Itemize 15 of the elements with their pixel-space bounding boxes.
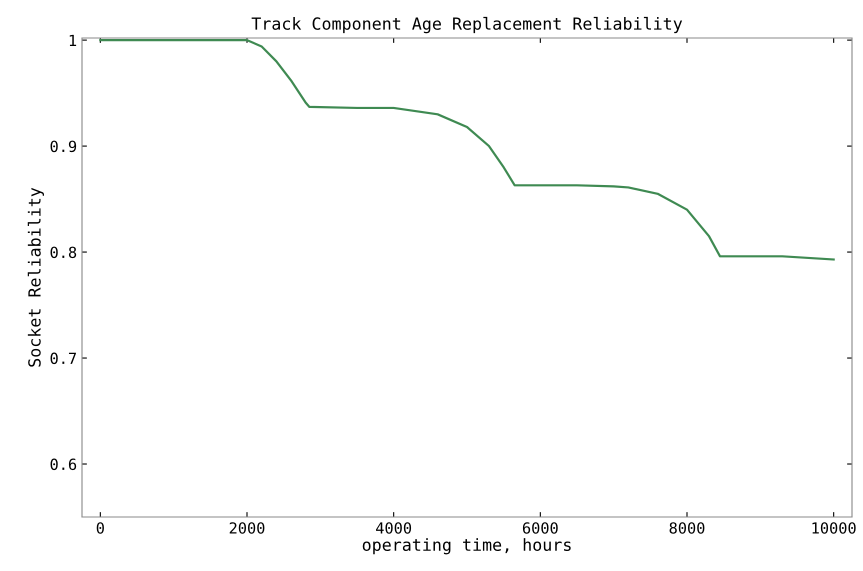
y-tick-label: 0.6 bbox=[50, 458, 76, 470]
x-axis-title: operating time, hours bbox=[362, 538, 571, 554]
y-tick-label: 1 bbox=[70, 34, 76, 46]
line-series bbox=[99, 39, 835, 261]
y-axis-title: Socket Reliability bbox=[28, 188, 44, 367]
chart-title: Track Component Age Replacement Reliability bbox=[252, 16, 682, 34]
x-tick-label: 8000 bbox=[670, 522, 704, 534]
x-tick-label: 0 bbox=[96, 522, 104, 534]
x-tick-label: 6000 bbox=[522, 522, 558, 534]
y-tick-label: 0.7 bbox=[50, 352, 76, 364]
y-tick-label: 0.9 bbox=[50, 140, 76, 152]
x-tick-label: 2000 bbox=[230, 522, 264, 534]
y-tick-label: 0.8 bbox=[50, 246, 76, 258]
x-tick-label: 4000 bbox=[376, 522, 412, 534]
x-tick-label: 10000 bbox=[812, 522, 856, 534]
